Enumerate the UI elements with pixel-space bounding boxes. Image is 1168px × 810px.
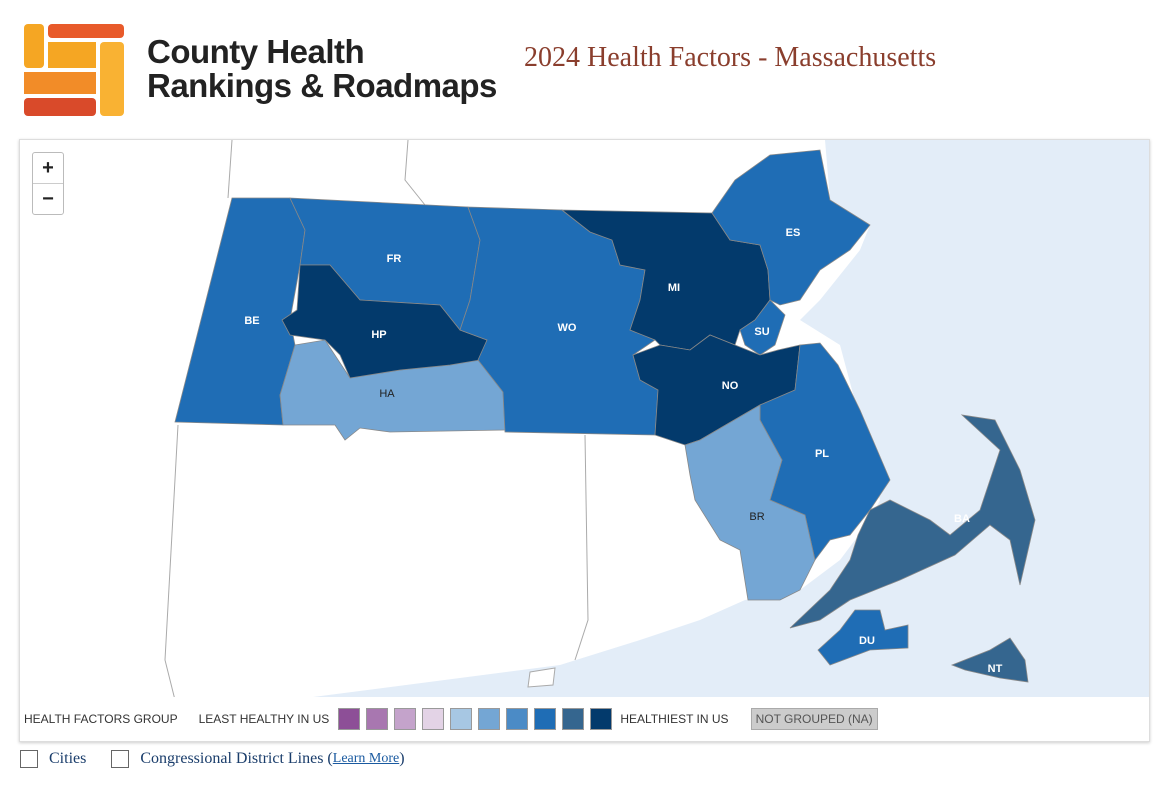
county-label: MI <box>668 282 680 294</box>
county-label: HP <box>371 329 386 341</box>
legend-swatch[interactable] <box>534 708 557 730</box>
map[interactable]: BE FR HP HA WO MI ES SU NO PL BR BA DU NT + − HEA… <box>19 139 1150 742</box>
county-label: NO <box>722 380 739 392</box>
legend-swatch[interactable] <box>450 708 473 730</box>
legend-swatch[interactable] <box>338 708 361 730</box>
legend-swatch[interactable] <box>562 708 585 730</box>
map-canvas: BE FR HP HA WO MI ES SU NO PL BR BA DU NT <box>20 140 1149 701</box>
county-label: DU <box>859 635 875 647</box>
checkbox[interactable] <box>111 750 130 768</box>
county-label: ES <box>786 227 801 239</box>
logo-text: Rankings & Roadmaps <box>147 67 497 104</box>
legend-swatch[interactable] <box>478 708 501 730</box>
county[interactable] <box>817 609 909 666</box>
county[interactable] <box>711 149 871 306</box>
zoom-out[interactable]: − <box>42 188 54 210</box>
county[interactable] <box>281 264 488 379</box>
county-label: BE <box>244 315 259 327</box>
districts-label[interactable]: Congressional District Lines ( <box>140 750 333 767</box>
checkbox[interactable] <box>20 750 38 768</box>
options: Cities Congressional District Lines (Lea… <box>20 750 405 768</box>
county-label: FR <box>387 253 402 265</box>
close-paren: ) <box>399 750 405 767</box>
legend-na: NOT GROUPED (NA) <box>750 708 878 730</box>
county-label: BR <box>749 511 764 523</box>
legend-low: LEAST HEALTHY IN US <box>198 712 330 726</box>
legend-swatch[interactable] <box>422 708 445 730</box>
county-label: PL <box>815 448 829 460</box>
page-title: 2024 Health Factors - Massachusetts <box>524 42 937 73</box>
county-label: WO <box>558 322 577 334</box>
legend-title: HEALTH FACTORS GROUP <box>24 712 178 726</box>
legend-swatch[interactable] <box>394 708 417 730</box>
logo-text: County Health <box>147 33 365 70</box>
county[interactable] <box>684 404 816 601</box>
county-label: HA <box>379 388 395 400</box>
legend-swatch[interactable] <box>590 708 613 730</box>
learn-more-link[interactable]: Learn More <box>332 751 400 766</box>
logo <box>24 24 124 116</box>
legend-swatch[interactable] <box>506 708 529 730</box>
legend-swatch[interactable] <box>366 708 389 730</box>
zoom-control: + − <box>32 152 64 215</box>
county-label: NT <box>988 663 1003 675</box>
cities-label[interactable]: Cities <box>49 750 87 767</box>
county[interactable] <box>950 637 1029 683</box>
county[interactable] <box>739 299 786 356</box>
county-label: BA <box>954 513 970 525</box>
legend: HEALTH FACTORS GROUP LEAST HEALTHY IN US… <box>20 697 1149 741</box>
legend-high: HEALTHIEST IN US <box>620 712 729 726</box>
zoom-in[interactable]: + <box>33 153 63 184</box>
county[interactable] <box>789 414 1036 629</box>
county-label: SU <box>754 326 769 338</box>
